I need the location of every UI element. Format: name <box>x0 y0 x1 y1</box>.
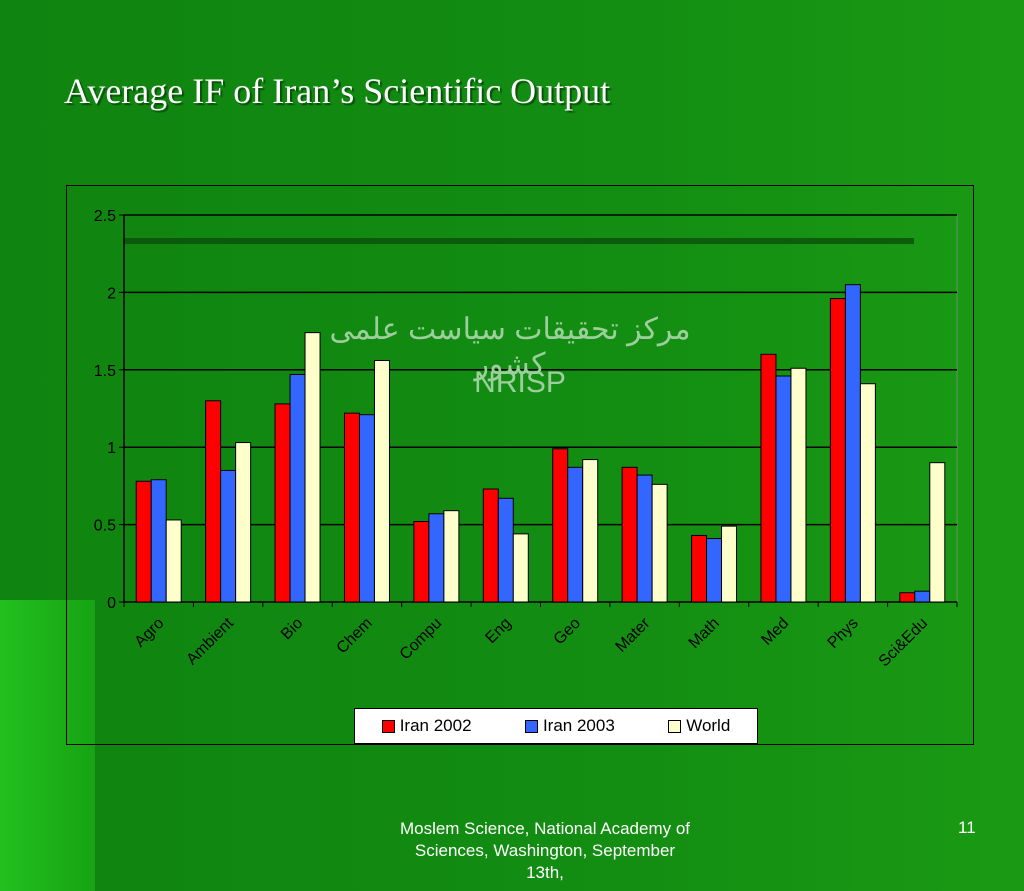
slide-title: Average IF of Iran’s Scientific Output <box>64 71 611 111</box>
bar <box>512 533 529 603</box>
bar <box>497 497 514 603</box>
bar <box>358 414 375 603</box>
x-tick-label: Sci&Edu <box>876 615 931 670</box>
page-number: 11 <box>958 818 976 837</box>
x-tick-label: Eng <box>482 615 514 647</box>
bar <box>899 592 916 603</box>
bar <box>775 375 792 603</box>
bar <box>135 480 152 603</box>
legend-swatch <box>524 719 538 733</box>
legend-label: World <box>686 716 731 735</box>
bar <box>721 525 738 603</box>
bar <box>220 469 237 603</box>
bar <box>235 442 252 603</box>
legend-swatch <box>668 719 682 733</box>
x-tick-label: Math <box>686 615 723 652</box>
x-tick-label: Phys <box>825 615 862 652</box>
bar <box>567 466 584 603</box>
y-tick-label: 1.5 <box>94 363 116 380</box>
bar <box>929 462 946 603</box>
bar <box>289 373 306 603</box>
bar <box>165 519 182 603</box>
legend-label: Iran 2002 <box>399 716 472 735</box>
bar <box>844 284 861 603</box>
bar <box>914 590 931 603</box>
bar <box>413 521 430 603</box>
legend-swatch <box>381 719 395 733</box>
x-tick-label: Ambient <box>183 614 237 668</box>
y-tick-label: 2.5 <box>94 208 116 225</box>
legend-item-iran-2002: Iran 2002 <box>381 716 472 736</box>
bar <box>790 367 807 603</box>
bar <box>760 353 777 603</box>
x-tick-label: Chem <box>334 615 376 657</box>
x-tick-label: Agro <box>132 615 168 651</box>
bar <box>636 474 653 603</box>
x-tick-label: Bio <box>278 615 306 643</box>
bar <box>859 383 876 603</box>
x-tick-label: Geo <box>551 615 584 648</box>
bar <box>150 479 167 603</box>
legend-item-world: World <box>668 716 730 736</box>
bar <box>552 448 569 603</box>
legend-item-iran-2003: Iran 2003 <box>524 716 615 736</box>
watermark-arabic: مرکز تحقیقات سیاست علمی کشور <box>329 313 691 381</box>
y-tick-label: 0 <box>107 595 116 612</box>
slide-footer: Moslem Science, National Academy of Scie… <box>399 819 691 882</box>
bar <box>691 534 708 603</box>
bar <box>343 412 360 603</box>
x-tick-label: Mater <box>613 614 654 655</box>
y-tick-label: 1 <box>107 440 116 457</box>
chart-frame: 0 0.5 1 1.5 2 2.5 Agro Ambient Bio Chem Compu Eng Ge… <box>66 185 974 745</box>
bar <box>621 466 638 603</box>
bar <box>482 488 499 603</box>
bar <box>373 360 390 603</box>
decorative-stripe <box>124 238 914 244</box>
watermark-english: NRISP <box>474 366 566 399</box>
x-tick-label: Med <box>758 615 792 649</box>
chart-legend: Iran 2002 Iran 2003 World <box>354 708 758 744</box>
x-tick-label: Compu <box>397 615 445 663</box>
legend-label: Iran 2003 <box>542 716 615 735</box>
bar-chart: 0 0.5 1 1.5 2 2.5 Agro Ambient Bio Chem Compu Eng Ge… <box>94 208 958 670</box>
bar <box>829 298 846 603</box>
bar <box>582 459 599 603</box>
bar <box>443 510 460 603</box>
y-tick-label: 0.5 <box>94 518 116 535</box>
bar <box>706 538 723 603</box>
y-tick-label: 2 <box>107 285 116 302</box>
bar <box>304 332 321 603</box>
bar <box>274 403 291 603</box>
bar <box>651 483 668 603</box>
decorative-left-band <box>0 600 95 891</box>
bar <box>428 513 445 603</box>
bar <box>205 400 222 603</box>
